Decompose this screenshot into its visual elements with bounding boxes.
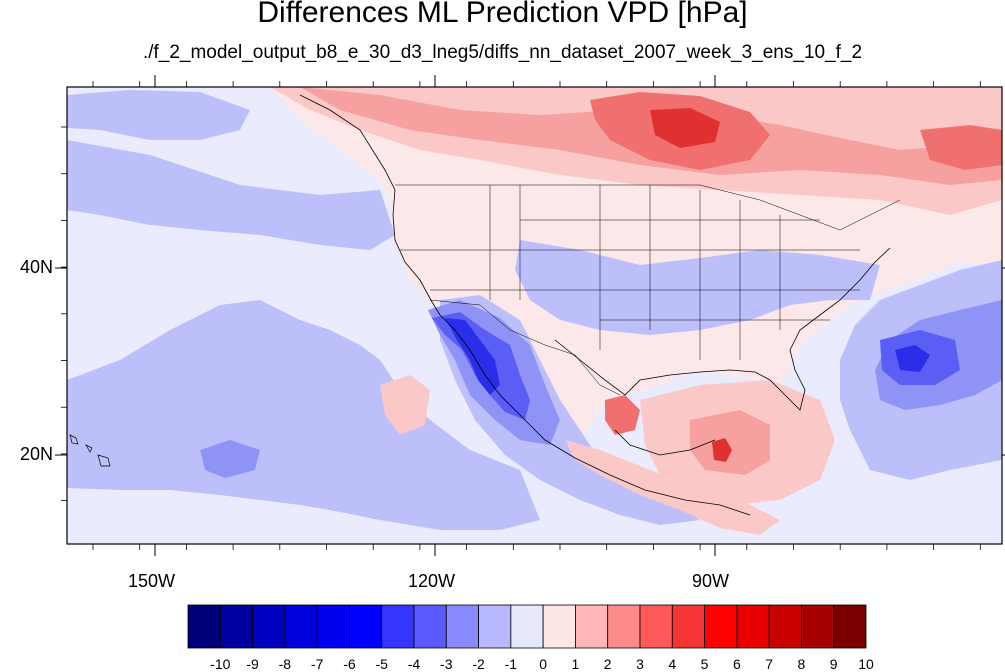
colorbar-label: -3: [440, 656, 453, 672]
colorbar-swatch: [413, 604, 447, 649]
colorbar-swatch: [704, 604, 738, 649]
lon-label-150w: 150W: [128, 571, 176, 591]
yucatan-mid-red-region: [690, 410, 770, 475]
colorbar-swatch: [542, 604, 576, 649]
us-interior-blue-region: [515, 240, 880, 335]
colorbar-label: 9: [829, 656, 838, 672]
political-borders: [395, 184, 901, 396]
pacific-light-red-patch: [380, 375, 430, 435]
hawaii-island: [85, 444, 93, 453]
texas-coast-strong-red: [605, 395, 640, 435]
colorbar-label: 8: [797, 656, 806, 672]
map-subtitle: ./f_2_model_output_b8_e_30_d3_lneg5/diff…: [142, 42, 863, 63]
colorbar-swatch: [349, 604, 383, 649]
colorbar-swatch: [768, 604, 802, 649]
colorbar-label: -10: [210, 656, 231, 672]
colorbar-swatch: [381, 604, 415, 649]
hawaii-big-island: [97, 454, 111, 467]
colorbar-swatch: [252, 604, 286, 649]
northeast-canada-strong-red: [920, 125, 1002, 170]
colorbar-label: 1: [571, 656, 580, 672]
colorbar-label: -9: [246, 656, 259, 672]
colorbar-label: -5: [375, 656, 388, 672]
colorbar-label: 4: [668, 656, 677, 672]
axis-minor-ticks: [61, 81, 981, 550]
colorbar-label: 3: [636, 656, 644, 672]
lat-label-40n: 40N: [20, 257, 54, 277]
colorbar-swatch: [445, 604, 479, 649]
colorbar-swatch: [284, 604, 318, 649]
colorbar-swatch: [639, 604, 673, 649]
colorbar-label: 7: [765, 656, 774, 672]
hawaii-island: [69, 434, 79, 445]
colorbar-label: 2: [603, 656, 612, 672]
pacific-light-blue-region: [67, 140, 395, 250]
colorbar-label: 5: [700, 656, 709, 672]
colorbar-swatch: [510, 604, 544, 649]
coastlines: [299, 94, 891, 516]
colorbar-swatch: [833, 604, 867, 649]
west-coast-line: [299, 94, 751, 516]
pacific-north-light-blue: [67, 90, 250, 140]
yucatan-deep-red-core: [712, 438, 732, 462]
pacific-southwest-blue-region: [67, 300, 540, 530]
difference-field: [67, 87, 1002, 544]
colorbar-label: -2: [472, 656, 485, 672]
colorbar-swatch: [478, 604, 512, 649]
us-mexico-border: [429, 299, 621, 396]
hawaii-east-blue-patch: [200, 440, 260, 478]
colorbar-swatch: [575, 604, 609, 649]
colorbar-label: -8: [278, 656, 292, 672]
colorbar-swatch: [801, 604, 835, 649]
atlantic-deep-blue-core: [895, 345, 930, 372]
lat-label-20n: 20N: [20, 444, 54, 464]
colorbar-label: -4: [407, 656, 421, 672]
colorbar-label: 6: [732, 656, 741, 672]
yucatan-coast-line: [614, 429, 716, 456]
colorbar-swatch: [671, 604, 705, 649]
gulf-coast-line: [554, 247, 891, 411]
colorbar-swatch: [736, 604, 770, 649]
colorbar-swatch: [316, 604, 350, 649]
colorbar: [187, 604, 867, 649]
colorbar-label: -6: [343, 656, 356, 672]
hudson-bay-deep-red-core: [650, 108, 720, 148]
colorbar-label: -1: [504, 656, 518, 672]
colorbar-swatch: [219, 604, 253, 649]
colorbar-swatch: [187, 604, 221, 649]
lon-label-90w: 90W: [692, 571, 730, 591]
baja-deep-blue-core: [445, 318, 500, 395]
map-title: Differences ML Prediction VPD [hPa]: [257, 0, 748, 29]
colorbar-swatch: [607, 604, 641, 649]
hawaii-islands: [69, 434, 111, 467]
map-frame: [66, 86, 1003, 545]
lon-label-120w: 120W: [408, 571, 456, 591]
us-canada-border: [395, 184, 901, 231]
colorbar-label: 10: [858, 656, 874, 672]
colorbar-label: -7: [310, 656, 324, 672]
colorbar-label: 0: [539, 656, 548, 672]
mexico-pacific-coast-red: [565, 440, 780, 535]
